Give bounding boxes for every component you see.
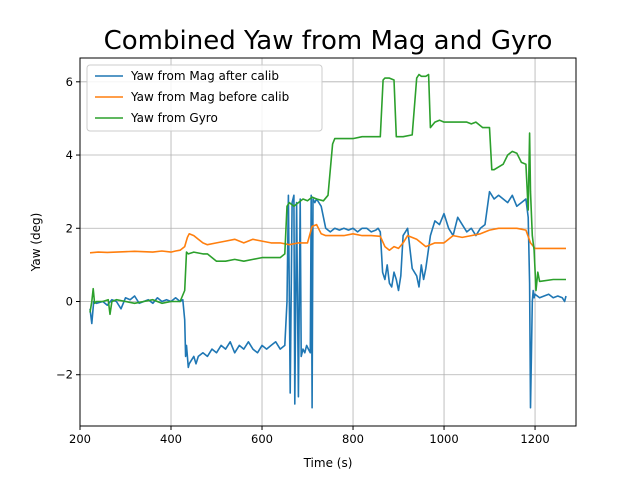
plot-frame [79, 57, 577, 427]
series-line-1 [89, 223, 566, 254]
legend-box [86, 64, 323, 132]
x-tick-label-5: 1200 [520, 432, 549, 446]
x-tick-label-0: 200 [69, 432, 91, 446]
x-tick-label-1: 400 [160, 432, 182, 446]
y-tick-label-3: 4 [66, 148, 73, 162]
legend-entry-1: Yaw from Mag before calib [130, 90, 289, 104]
y-tick-label-2: 2 [66, 221, 73, 235]
x-tick-label-3: 800 [342, 432, 364, 446]
x-tick-label-4: 1000 [429, 432, 458, 446]
y-tick-label-1: 0 [66, 295, 73, 309]
axis-ticks: 200 400 600 800 1000 1200 −2 0 2 4 6 [56, 75, 550, 446]
series-line-0 [89, 190, 567, 409]
y-axis-label: Yaw (deg) [29, 213, 43, 273]
legend: Yaw from Mag after calib Yaw from Mag be… [86, 64, 323, 132]
legend-entry-0: Yaw from Mag after calib [130, 69, 279, 83]
y-tick-label-4: 6 [66, 75, 73, 89]
plot-area [89, 73, 567, 409]
x-axis-label: Time (s) [303, 456, 353, 470]
chart-title: Combined Yaw from Mag and Gyro [104, 26, 553, 56]
legend-entry-2: Yaw from Gyro [130, 111, 218, 125]
series-line-2 [89, 73, 566, 316]
y-tick-label-0: −2 [56, 368, 73, 382]
x-tick-label-2: 600 [251, 432, 273, 446]
